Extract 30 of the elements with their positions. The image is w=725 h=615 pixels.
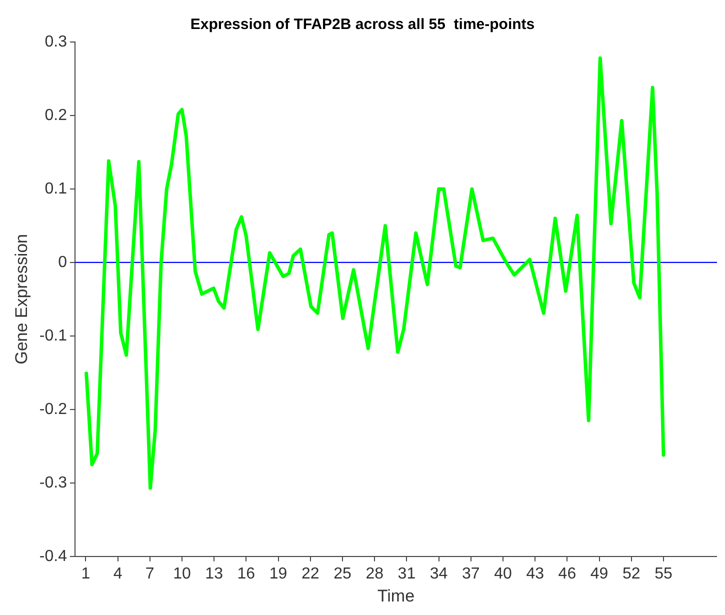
x-axis-title: Time — [377, 586, 415, 606]
x-tick-label: 34 — [430, 565, 448, 582]
x-tick-label: 13 — [205, 565, 224, 582]
y-tick-label: -0.2 — [39, 400, 68, 418]
x-tick-label: 46 — [558, 565, 576, 582]
y-tick-label: 0.2 — [44, 106, 68, 124]
x-tick-label: 43 — [526, 565, 544, 582]
x-tick-label: 31 — [398, 565, 416, 582]
x-tick-label: 1 — [81, 565, 90, 582]
y-tick-label: -0.1 — [39, 327, 68, 344]
y-tick-label: 0.3 — [44, 33, 68, 50]
x-tick-label: 40 — [494, 565, 512, 582]
x-tick-label: 19 — [269, 565, 288, 582]
x-tick-label: 4 — [113, 565, 122, 582]
y-tick-label: -0.4 — [39, 548, 68, 565]
x-tick-label: 25 — [334, 565, 352, 582]
y-tick-label: -0.3 — [39, 474, 68, 492]
x-tick-label: 55 — [654, 565, 672, 582]
x-tick-label: 16 — [237, 565, 256, 582]
x-tick-label: 10 — [173, 565, 191, 582]
y-tick-label: 0.1 — [44, 180, 68, 198]
x-tick-label: 52 — [622, 565, 640, 582]
x-tick-label: 49 — [590, 565, 608, 582]
x-tick-label: 7 — [145, 565, 154, 582]
x-tick-label: 37 — [462, 565, 480, 582]
y-tick-label: 0 — [58, 254, 68, 271]
x-tick-label: 22 — [301, 565, 320, 582]
x-tick-label: 28 — [366, 565, 384, 582]
chart-title: Expression of TFAP2B across all 55 time-points — [190, 16, 535, 34]
y-axis-title: Gene Expression — [12, 234, 31, 364]
